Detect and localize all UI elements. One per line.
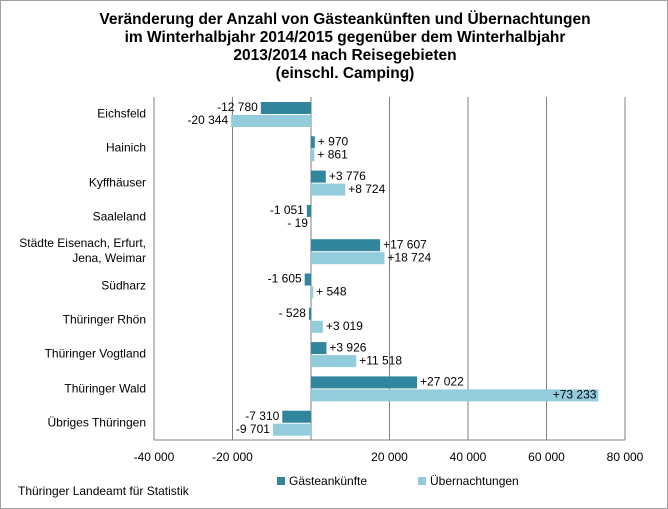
x-tick-label: 40 000 <box>450 450 487 464</box>
category-label: Südharz <box>101 278 146 293</box>
value-label: -12 780 <box>217 100 258 114</box>
category-label: Eichsfeld <box>97 106 146 121</box>
chart-title: im Winterhalbjahr 2014/2015 gegenüber de… <box>125 29 566 46</box>
value-label: +3 776 <box>329 169 366 183</box>
chart-title: 2013/2014 nach Reisegebieten <box>233 47 456 64</box>
value-label: +18 724 <box>387 250 431 264</box>
bar <box>311 342 327 355</box>
bar <box>311 183 346 196</box>
chart-title: (einschl. Camping) <box>276 65 415 82</box>
bar <box>308 307 311 320</box>
bar <box>272 423 311 436</box>
value-label: +27 022 <box>420 375 464 389</box>
bar <box>311 170 326 183</box>
category-label: Thüringer Wald <box>64 381 146 396</box>
value-label: +17 607 <box>383 237 427 251</box>
bar <box>311 376 418 389</box>
category-label: Städte Eisenach, Erfurt, Jena, Weimar <box>19 236 146 266</box>
category-label: Kyffhäuser <box>88 175 146 190</box>
x-tick-label: 60 000 <box>528 450 565 464</box>
source: Thüringer Landeamt für Statistik <box>18 484 190 498</box>
bar <box>311 389 599 402</box>
bar <box>311 149 315 162</box>
value-label: - 19 <box>287 216 308 230</box>
x-tick-label: -40 000 <box>134 450 175 464</box>
bar <box>311 355 357 368</box>
value-label: +8 724 <box>348 182 385 196</box>
bar <box>260 102 311 114</box>
legend-swatch <box>277 477 285 485</box>
value-label: + 970 <box>318 134 349 148</box>
value-label: -1 605 <box>268 272 302 286</box>
value-label: + 861 <box>317 147 348 161</box>
value-label: +11 518 <box>359 353 402 367</box>
x-tick-label: 20 000 <box>371 450 408 464</box>
category-label: Übriges Thüringen <box>47 415 146 430</box>
category-label: Thüringer Rhön <box>62 312 146 327</box>
bar <box>311 136 315 149</box>
bar <box>231 115 311 127</box>
bar <box>306 204 311 217</box>
x-tick-label: -20 000 <box>212 450 253 464</box>
bar <box>304 273 311 286</box>
category-label: Thüringer Vogtland <box>44 346 146 361</box>
value-label: - 528 <box>279 306 307 320</box>
value-label: + 548 <box>316 285 347 299</box>
value-label: +73 233 <box>553 388 597 402</box>
legend-swatch <box>418 477 426 485</box>
category-label: Saaleland <box>92 209 146 224</box>
value-label: -1 051 <box>270 203 304 217</box>
value-label: -9 701 <box>236 422 270 436</box>
chart-title: Veränderung der Anzahl von Gästeankünfte… <box>99 11 590 28</box>
bar <box>311 320 323 333</box>
value-label: -7 310 <box>245 409 279 423</box>
value-label: +3 926 <box>329 340 366 354</box>
bar <box>311 286 314 299</box>
bar <box>282 410 311 423</box>
x-tick-label: 80 000 <box>607 450 644 464</box>
category-label: Hainich <box>105 140 146 155</box>
value-label: -20 344 <box>187 113 228 127</box>
legend-label: Gästeankünfte <box>289 474 367 488</box>
legend-label: Übernachtungen <box>430 474 519 488</box>
value-label: +3 019 <box>326 319 363 333</box>
bar <box>311 239 381 252</box>
bar <box>311 252 385 265</box>
